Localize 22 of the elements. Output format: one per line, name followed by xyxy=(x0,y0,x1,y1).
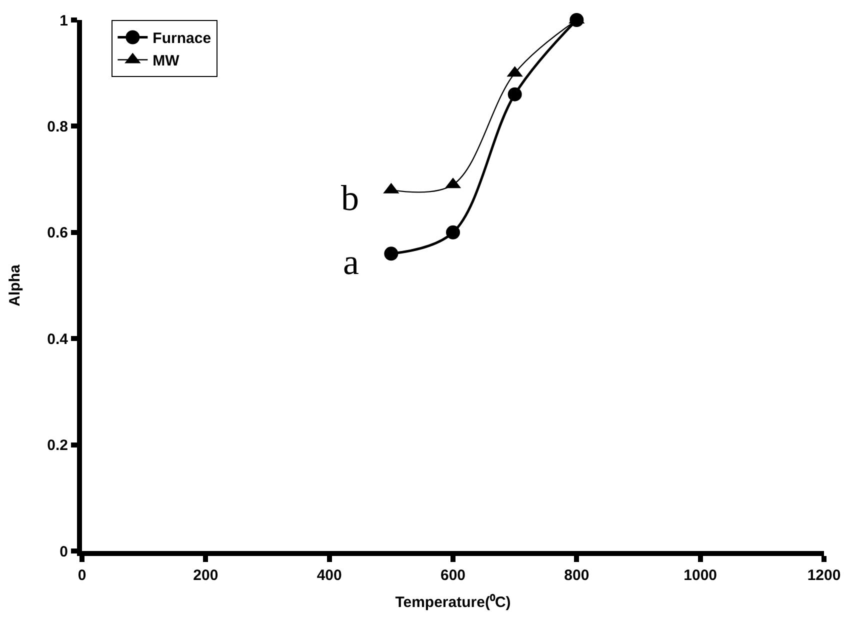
point xyxy=(508,87,522,102)
point xyxy=(446,225,460,240)
y-tick-label: 0 xyxy=(60,543,68,560)
y-tick-label: 0.6 xyxy=(47,224,68,242)
legend-label: Furnace xyxy=(152,30,212,48)
x-tick-label: 400 xyxy=(316,567,342,584)
x-tick-label: 1000 xyxy=(684,567,718,584)
annotation: a xyxy=(343,242,359,282)
point xyxy=(384,246,398,261)
y-tick-label: 0.8 xyxy=(47,118,68,136)
x-axis-title: Temperature(⁰C) xyxy=(395,593,511,611)
legend-label: MW xyxy=(152,52,180,70)
y-tick-label: 0.4 xyxy=(47,330,69,348)
y-tick-label: 0.2 xyxy=(47,437,68,454)
y-tick-label: 1 xyxy=(60,12,68,30)
x-tick-label: 800 xyxy=(564,567,590,584)
x-tick-label: 1200 xyxy=(807,567,841,584)
y-axis-title: Alpha xyxy=(6,264,24,306)
x-tick-label: 200 xyxy=(193,567,218,584)
annotation: b xyxy=(341,178,359,218)
x-tick-label: 0 xyxy=(78,567,86,584)
x-tick-label: 600 xyxy=(440,567,466,584)
